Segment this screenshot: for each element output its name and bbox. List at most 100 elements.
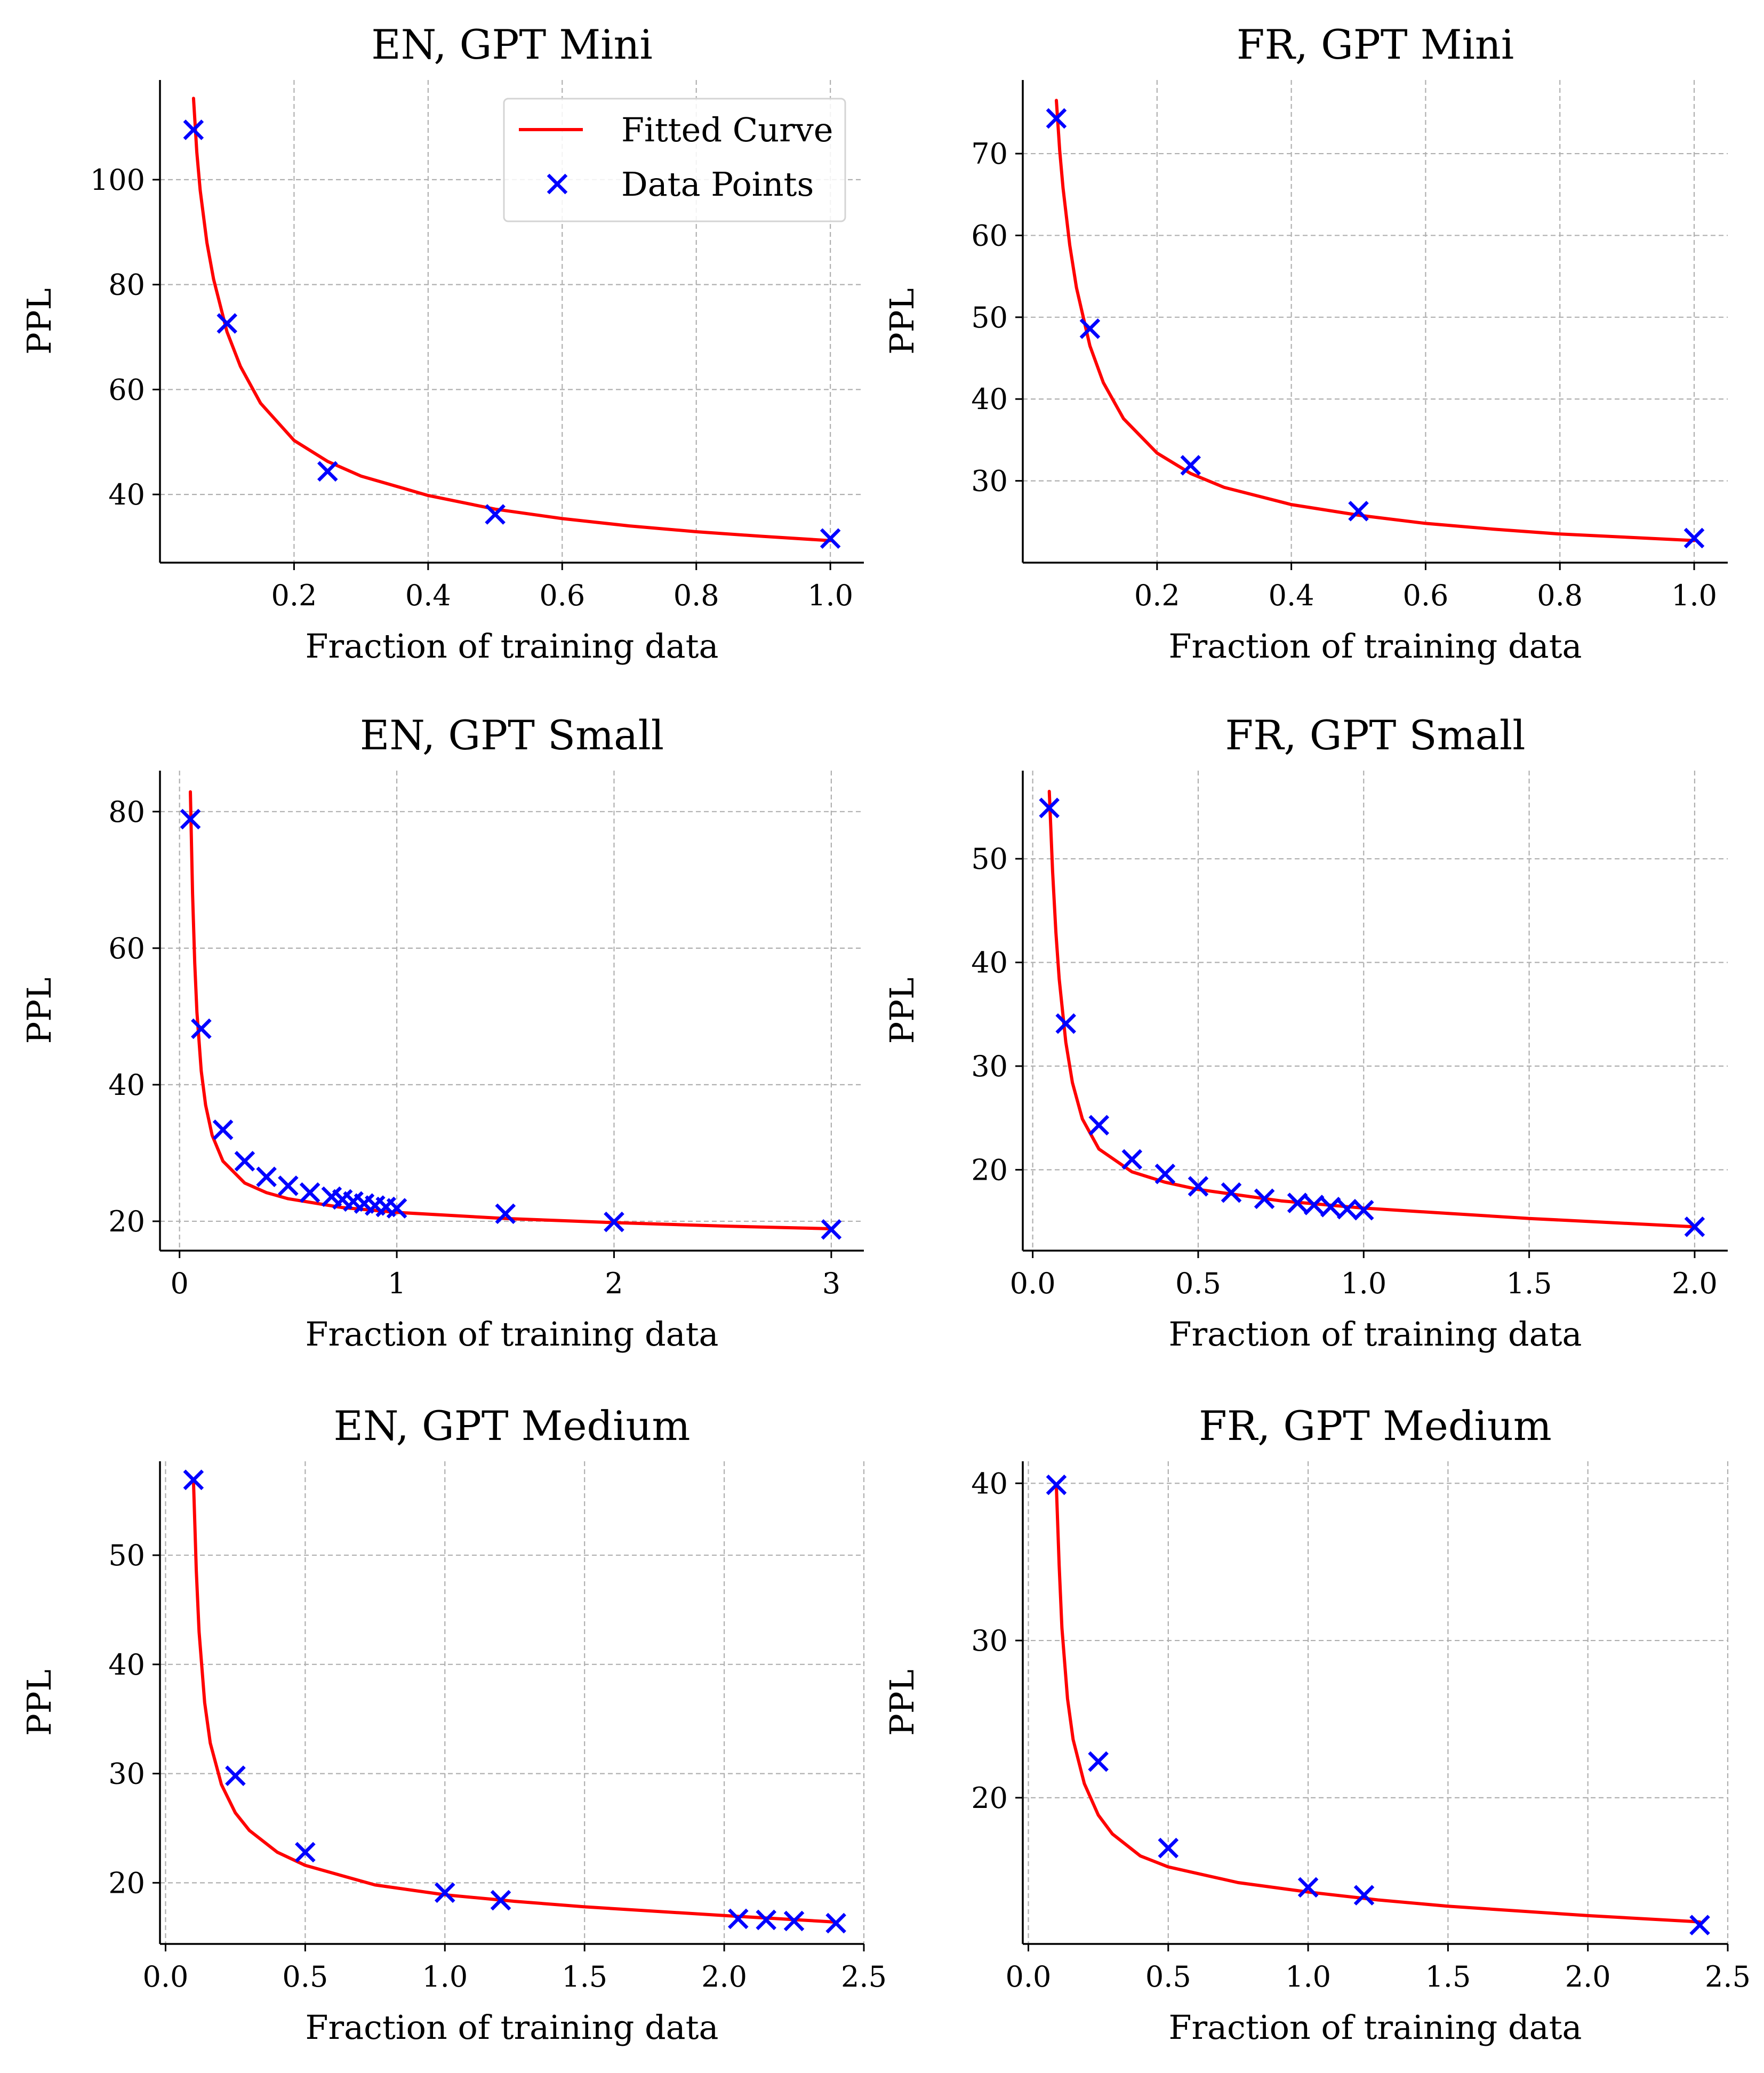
data-point xyxy=(490,1890,511,1911)
data-point xyxy=(1353,1199,1374,1221)
data-point xyxy=(1221,1182,1242,1203)
y-tick-label: 30 xyxy=(971,1050,1008,1083)
x-tick-label: 2.5 xyxy=(1705,1960,1751,1994)
data-point xyxy=(485,504,506,525)
x-tick-label: 2 xyxy=(605,1267,623,1300)
x-tick-label: 0.8 xyxy=(1537,579,1583,612)
data-point xyxy=(495,1203,516,1224)
y-tick-label: 30 xyxy=(971,465,1008,498)
data-point xyxy=(783,1910,805,1932)
y-axis-label: PPL xyxy=(883,288,921,355)
legend-label-data-points: Data Points xyxy=(621,165,814,204)
fitted-curve xyxy=(191,1480,838,1924)
x-tick-label: 0.0 xyxy=(1006,1960,1052,1994)
x-tick-label: 0.6 xyxy=(539,579,585,612)
x-tick-label: 1.0 xyxy=(422,1960,468,1994)
data-point xyxy=(820,528,841,549)
x-tick-label: 1.0 xyxy=(807,579,853,612)
data-point xyxy=(278,1175,299,1196)
y-tick-label: 40 xyxy=(108,478,145,511)
data-point xyxy=(825,1912,846,1934)
x-tick-label: 1.5 xyxy=(562,1960,607,1994)
data-point xyxy=(1303,1195,1325,1215)
data-point xyxy=(1254,1188,1275,1210)
data-point xyxy=(183,1469,204,1491)
data-point xyxy=(1039,797,1060,819)
data-point xyxy=(1348,501,1369,522)
x-tick-label: 2.0 xyxy=(1672,1267,1718,1300)
x-tick-label: 0.0 xyxy=(1010,1267,1056,1300)
data-point xyxy=(1684,1216,1705,1237)
y-tick-label: 100 xyxy=(90,163,145,197)
data-point xyxy=(1158,1837,1179,1859)
chart-title: FR, GPT Mini xyxy=(1237,21,1514,68)
x-tick-label: 0 xyxy=(170,1267,188,1300)
y-tick-label: 60 xyxy=(108,932,145,965)
data-point xyxy=(727,1908,749,1930)
data-point xyxy=(604,1211,624,1232)
data-point xyxy=(299,1182,320,1203)
legend-label-fitted-curve: Fitted Curve xyxy=(621,110,833,149)
y-tick-label: 50 xyxy=(971,301,1008,334)
chart-title: FR, GPT Medium xyxy=(1199,1402,1552,1450)
data-point xyxy=(1055,1013,1076,1034)
chart-title: EN, GPT Medium xyxy=(334,1402,691,1450)
chart-title: EN, GPT Mini xyxy=(371,21,653,68)
data-point xyxy=(1088,1751,1109,1772)
y-tick-label: 20 xyxy=(971,1781,1008,1815)
data-point xyxy=(1683,527,1705,549)
legend: Fitted Curve Data Points xyxy=(503,98,846,222)
x-tick-label: 1.0 xyxy=(1341,1267,1386,1300)
x-tick-label: 0.2 xyxy=(1134,579,1180,612)
x-tick-label: 3 xyxy=(822,1267,840,1300)
data-point xyxy=(256,1166,277,1188)
x-tick-label: 0.4 xyxy=(1269,579,1314,612)
x-tick-label: 1.5 xyxy=(1425,1960,1471,1994)
data-point xyxy=(1121,1149,1143,1170)
fitted-curve xyxy=(191,97,832,542)
y-tick-label: 80 xyxy=(108,795,145,829)
data-point xyxy=(180,809,201,830)
data-point xyxy=(217,313,238,334)
chart-title: EN, GPT Small xyxy=(360,711,664,759)
y-tick-label: 50 xyxy=(971,842,1008,876)
data-point xyxy=(1353,1885,1375,1906)
y-axis-label: PPL xyxy=(883,978,921,1044)
fitted-curve xyxy=(1055,1485,1702,1924)
data-point xyxy=(1079,318,1101,339)
x-tick-label: 0.5 xyxy=(282,1960,328,1994)
x-tick-label: 0.5 xyxy=(1145,1960,1191,1994)
data-point xyxy=(212,1119,234,1140)
data-point xyxy=(317,461,338,482)
data-point xyxy=(1088,1115,1110,1136)
panel-4: 0.0 0.5 1.0 1.5 2.0 20 30 40 50 FR, GPT Small Frac… xyxy=(883,711,1728,1354)
y-tick-label: 40 xyxy=(971,382,1008,416)
y-tick-label: 50 xyxy=(108,1539,145,1572)
data-point xyxy=(1046,1474,1067,1495)
y-tick-label: 70 xyxy=(971,137,1008,171)
y-tick-label: 40 xyxy=(971,946,1008,980)
x-tick-label: 1 xyxy=(388,1267,406,1300)
x-tick-label: 2.5 xyxy=(841,1960,887,1994)
y-tick-label: 20 xyxy=(971,1153,1008,1187)
x-tick-label: 1.0 xyxy=(1285,1960,1331,1994)
data-point xyxy=(1297,1877,1319,1898)
data-point xyxy=(1320,1197,1341,1218)
data-point xyxy=(295,1842,316,1863)
data-point xyxy=(1046,108,1067,129)
data-point xyxy=(183,119,204,140)
x-tick-label: 0.6 xyxy=(1402,579,1448,612)
x-axis-label: Fraction of training data xyxy=(306,2008,719,2047)
data-point xyxy=(756,1909,776,1931)
legend-marker-swatch xyxy=(547,173,568,195)
panel-6: 0.0 0.5 1.0 1.5 2.0 2.5 20 30 40 FR, GPT Medium Fr… xyxy=(883,1402,1751,2047)
chart-title: FR, GPT Small xyxy=(1225,711,1525,759)
data-point xyxy=(1287,1192,1308,1213)
x-tick-label: 1.5 xyxy=(1506,1267,1552,1300)
data-point xyxy=(234,1150,255,1172)
y-axis-label: PPL xyxy=(20,978,59,1044)
x-tick-label: 0.0 xyxy=(143,1960,189,1994)
y-tick-label: 30 xyxy=(108,1757,145,1791)
panel-3: 0 1 2 3 20 40 60 80 EN, GPT Small Fraction of tra… xyxy=(20,711,864,1354)
